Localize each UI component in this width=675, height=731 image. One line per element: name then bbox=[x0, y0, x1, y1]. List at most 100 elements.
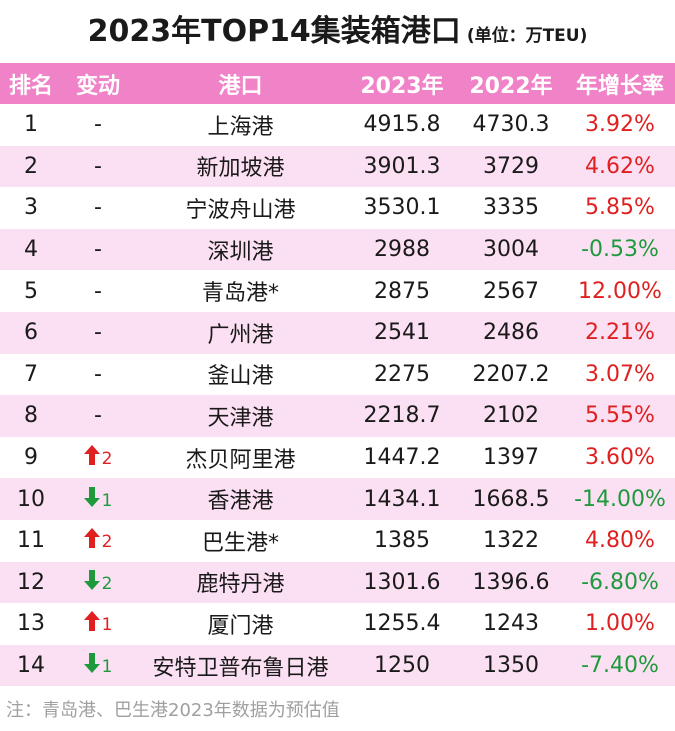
value-2022-cell: 1397 bbox=[483, 445, 539, 471]
table-row: 13 1 厦门港 1255.4 1243 1.00% bbox=[0, 603, 675, 645]
change-amount: 2 bbox=[101, 449, 113, 470]
change-cell: - bbox=[62, 104, 134, 146]
change-cell: 1 bbox=[62, 644, 134, 687]
change-cell: 2 bbox=[62, 437, 134, 479]
arrow-up-icon bbox=[83, 611, 100, 636]
rank-cell: 1 bbox=[24, 112, 38, 138]
header-growth: 年增长率 bbox=[565, 63, 675, 104]
change-cell: 1 bbox=[62, 603, 134, 645]
growth-cell: 2.21% bbox=[565, 311, 675, 354]
arrow-down-icon bbox=[83, 653, 100, 678]
value-2023-cell: 2275 bbox=[374, 361, 430, 387]
rank-cell: 13 bbox=[17, 611, 45, 637]
change-cell: - bbox=[62, 395, 134, 437]
change-cell: 2 bbox=[62, 520, 134, 562]
change-cell: - bbox=[62, 228, 134, 271]
no-change-dash: - bbox=[94, 403, 102, 429]
table-row: 4 - 深圳港 2988 3004 -0.53% bbox=[0, 228, 675, 271]
change-cell: 1 bbox=[62, 478, 134, 520]
table-body: 1- 上海港 4915.8 4730.3 3.92% 2- 新加坡港 3901.3 3729 4.… bbox=[0, 104, 675, 687]
value-2022-cell: 1350 bbox=[457, 644, 565, 687]
growth-cell: 1.00% bbox=[585, 611, 655, 637]
table-row: 11 2 巴生港* 1385 1322 4.80% bbox=[0, 520, 675, 562]
rank-cell: 10 bbox=[0, 478, 62, 520]
table-row: 2 - 新加坡港 3901.3 3729 4.62% bbox=[0, 145, 675, 188]
port-cell: 香港港 bbox=[134, 478, 347, 520]
no-change-dash: - bbox=[94, 320, 102, 346]
change-cell: 2 bbox=[62, 561, 134, 604]
growth-cell: 4.62% bbox=[565, 145, 675, 188]
value-2022-cell: 1396.6 bbox=[457, 561, 565, 604]
growth-cell: -14.00% bbox=[565, 478, 675, 520]
value-2023-cell: 3530.1 bbox=[363, 195, 441, 221]
growth-cell: 5.55% bbox=[565, 395, 675, 437]
rank-cell: 3 bbox=[24, 195, 38, 221]
table-row: 3 - 宁波舟山港 3530.1 3335 5.85% bbox=[0, 187, 675, 229]
value-2022-cell: 1243 bbox=[483, 611, 539, 637]
port-cell: 宁波舟山港 bbox=[185, 197, 296, 223]
footnote: 注：青岛港、巴生港2023年数据为预估值 bbox=[6, 700, 340, 721]
table-row: 10 1 香港港 1434.1 1668.5 -14.00% bbox=[0, 478, 675, 520]
value-2022-cell: 1322 bbox=[483, 528, 539, 554]
value-2023-cell: 4915.8 bbox=[363, 112, 441, 138]
unit-label: (单位：万TEU) bbox=[466, 26, 588, 46]
arrow-down-icon bbox=[83, 569, 100, 595]
arrow-up-icon bbox=[83, 445, 100, 470]
header-row: 排名 变动 港口 2023年 2022年 年增长率 bbox=[0, 63, 675, 104]
table-row: 8 - 天津港 2218.7 2102 5.55% bbox=[0, 395, 675, 437]
growth-cell: -6.80% bbox=[565, 561, 675, 604]
no-change-dash: - bbox=[94, 361, 102, 387]
growth-cell: 4.80% bbox=[585, 528, 655, 554]
value-2023-cell: 1301.6 bbox=[347, 561, 457, 604]
change-cell: - bbox=[62, 354, 134, 396]
value-2022-cell: 2207.2 bbox=[472, 361, 550, 387]
change-cell: - bbox=[62, 187, 134, 229]
change-amount: 2 bbox=[101, 532, 113, 553]
value-2023-cell: 1447.2 bbox=[363, 445, 441, 471]
port-cell: 上海港 bbox=[207, 114, 274, 140]
table-row: 14 1 安特卫普布鲁日港 1250 1350 -7.40% bbox=[0, 644, 675, 687]
table-row: 9 2 杰贝阿里港 1447.2 1397 3.60% bbox=[0, 437, 675, 479]
port-cell: 深圳港 bbox=[134, 228, 347, 271]
growth-cell: -7.40% bbox=[565, 644, 675, 687]
header-2023: 2023年 bbox=[347, 63, 457, 104]
growth-cell: -0.53% bbox=[565, 228, 675, 271]
no-change-dash: - bbox=[94, 237, 102, 263]
value-2023-cell: 1385 bbox=[374, 528, 430, 554]
header-port: 港口 bbox=[134, 63, 347, 104]
change-cell: - bbox=[62, 311, 134, 354]
title-text: 2023年TOP14集装箱港口 bbox=[87, 14, 461, 49]
table-row: 7 - 釜山港 2275 2207.2 3.07% bbox=[0, 354, 675, 396]
port-cell: 新加坡港 bbox=[134, 145, 347, 188]
growth-cell: 5.85% bbox=[585, 195, 655, 221]
growth-cell: 12.00% bbox=[578, 278, 662, 304]
header-change: 变动 bbox=[62, 63, 134, 104]
header-2022: 2022年 bbox=[457, 63, 565, 104]
change-cell: - bbox=[62, 145, 134, 188]
value-2023-cell: 1250 bbox=[347, 644, 457, 687]
table-row: 1 - 上海港 4915.8 4730.3 3.92% bbox=[0, 104, 675, 146]
growth-cell: 3.60% bbox=[585, 445, 655, 471]
table-row: 5 - 青岛港* 2875 2567 12.00% bbox=[0, 270, 675, 312]
value-2022-cell: 3004 bbox=[457, 228, 565, 271]
table-row: 12 2 鹿特丹港 1301.6 1396.6 -6.80% bbox=[0, 561, 675, 604]
arrow-up-icon bbox=[83, 528, 100, 553]
port-cell: 釜山港 bbox=[207, 364, 274, 390]
rank-cell: 8 bbox=[0, 395, 62, 437]
rank-cell: 9 bbox=[24, 445, 38, 471]
change-amount: 1 bbox=[101, 657, 113, 678]
header-rank: 排名 bbox=[0, 63, 62, 104]
port-cell: 天津港 bbox=[134, 395, 347, 437]
port-cell: 巴生港* bbox=[201, 530, 279, 556]
value-2023-cell: 2218.7 bbox=[347, 395, 457, 437]
value-2022-cell: 4730.3 bbox=[472, 112, 550, 138]
value-2022-cell: 1668.5 bbox=[457, 478, 565, 520]
rank-cell: 6 bbox=[0, 311, 62, 354]
change-amount: 2 bbox=[101, 573, 113, 594]
port-cell: 青岛港* bbox=[201, 281, 279, 307]
value-2023-cell: 2875 bbox=[374, 278, 430, 304]
value-2023-cell: 1255.4 bbox=[363, 611, 441, 637]
port-cell: 广州港 bbox=[134, 311, 347, 354]
rank-cell: 4 bbox=[0, 228, 62, 271]
rank-cell: 12 bbox=[0, 561, 62, 604]
